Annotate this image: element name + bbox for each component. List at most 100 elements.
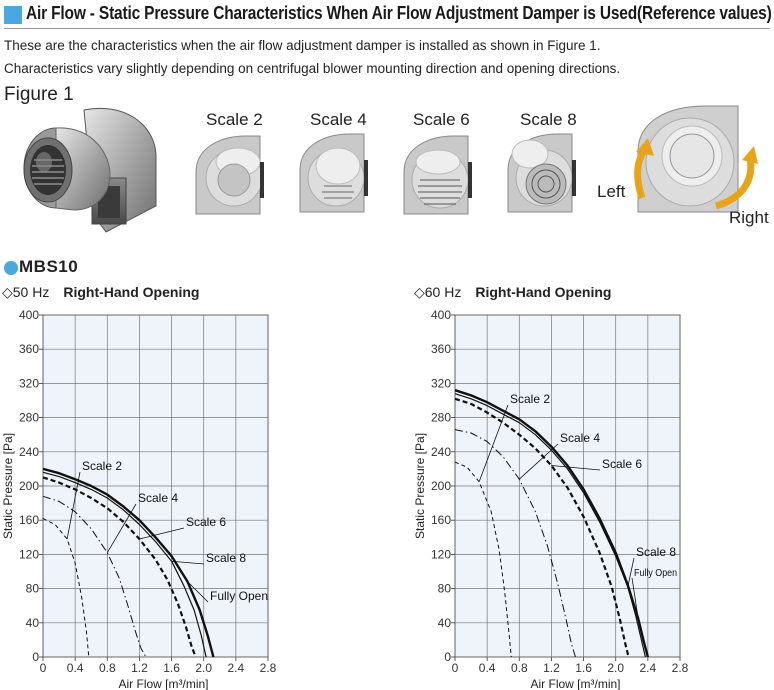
right-label: Right (729, 208, 769, 227)
annotation-leader (171, 560, 205, 565)
series-line-scale-2 (454, 461, 512, 658)
y-tick-label: 240 (431, 445, 451, 459)
annotation-label: Scale 6 (186, 515, 226, 529)
chart-50hz-heading: ◇50 Hz Right-Hand Opening (2, 284, 199, 301)
chart-60hz: 0 0.4 0.8 1.2 1.6 2.0 2.4 2.8 0 40 80 120 160 200 240 2… (413, 308, 689, 690)
x-tick-label: 1.2 (131, 661, 148, 675)
blower-illustration (23, 107, 157, 233)
damper-scale-2-illustration (195, 135, 264, 215)
annotation-leader (106, 503, 137, 553)
chart-50hz-title: ◇50 Hz (2, 284, 50, 300)
y-tick-label: 200 (431, 479, 451, 493)
x-tick-label: 1.6 (575, 661, 592, 675)
annotation-leader (478, 404, 509, 482)
y-axis-label: Static Pressure [Pa] (413, 433, 427, 539)
series-line-scale-8 (42, 471, 207, 658)
y-tick-label: 80 (438, 582, 452, 596)
model-bullet-icon (4, 261, 18, 275)
x-tick-label: 0.8 (511, 661, 528, 675)
y-tick-label: 280 (431, 411, 451, 425)
figure-label: Figure 1 (4, 84, 74, 105)
series-line-scale-2 (42, 518, 90, 658)
annotation-leader (139, 527, 185, 540)
annotation-label: Scale 8 (206, 551, 246, 565)
chart-50hz-subtitle: Right-Hand Opening (63, 284, 200, 300)
y-tick-label: 320 (19, 376, 39, 390)
damper-scale-8-illustration (507, 133, 576, 213)
y-axis-label: Static Pressure [Pa] (1, 433, 15, 539)
annotation-label: Scale 4 (560, 431, 600, 445)
header-accent-square (4, 6, 22, 24)
annotation-label: Scale 2 (510, 392, 550, 406)
x-tick-label: 0 (452, 661, 459, 675)
x-tick-label: 2.0 (607, 661, 624, 675)
header-underline (4, 28, 770, 29)
x-tick-label: 2.8 (260, 661, 277, 675)
x-tick-label: 2.4 (640, 661, 657, 675)
x-tick-label: 1.6 (163, 661, 180, 675)
opening-direction-illustration (634, 105, 758, 213)
annotation-leader (631, 577, 639, 619)
y-tick-label: 0 (32, 650, 39, 664)
series-line-fully-open (42, 467, 215, 658)
scale-6-label: Scale 6 (413, 110, 470, 129)
annotation-label: Fully Open (210, 589, 268, 603)
x-axis-label: Air Flow [m³/min] (119, 677, 209, 690)
scale-4-label: Scale 4 (310, 110, 367, 129)
series-line-scale-6 (454, 397, 630, 658)
page-title: Air Flow - Static Pressure Characteristi… (26, 3, 772, 23)
x-axis-label: Air Flow [m³/min] (531, 677, 621, 690)
y-tick-label: 400 (19, 308, 39, 322)
series-line-scale-8 (454, 393, 646, 658)
y-tick-label: 0 (444, 650, 451, 664)
annotation-label: Fully Open (634, 567, 677, 579)
annotation-label: Scale 2 (82, 459, 122, 473)
y-tick-label: 200 (19, 479, 39, 493)
chart-60hz-heading: ◇60 Hz Right-Hand Opening (414, 284, 611, 301)
x-tick-label: 0.4 (479, 661, 496, 675)
y-tick-label: 120 (431, 547, 451, 561)
y-tick-label: 160 (19, 513, 39, 527)
y-tick-label: 160 (431, 513, 451, 527)
annotation-leader (519, 443, 559, 480)
x-tick-label: 2.8 (672, 661, 689, 675)
description-line-1: These are the characteristics when the a… (4, 38, 601, 53)
chart-60hz-subtitle: Right-Hand Opening (475, 284, 612, 300)
y-tick-label: 360 (431, 342, 451, 356)
description-line-2: Characteristics vary slightly depending … (4, 61, 621, 76)
annotation-leader (551, 465, 601, 471)
x-tick-label: 1.2 (543, 661, 560, 675)
left-label: Left (597, 182, 626, 201)
section-header: Air Flow - Static Pressure Characteristi… (0, 0, 774, 30)
annotation-label: Scale 4 (138, 491, 178, 505)
y-tick-label: 40 (26, 616, 40, 630)
x-tick-label: 0 (40, 661, 47, 675)
y-tick-label: 240 (19, 445, 39, 459)
chart-60hz-title: ◇60 Hz (414, 284, 462, 300)
y-tick-label: 120 (19, 547, 39, 561)
series-line-scale-4 (454, 429, 576, 658)
x-tick-label: 2.4 (228, 661, 245, 675)
annotation-leader (627, 557, 635, 587)
annotation-leader (187, 581, 209, 603)
damper-scale-6-illustration (403, 135, 472, 215)
chart-50hz: 0 0.4 0.8 1.2 1.6 2.0 2.4 2.8 0 40 80 120 160 200 240 2… (1, 308, 277, 690)
scale-2-label: Scale 2 (206, 110, 263, 129)
scale-8-label: Scale 8 (520, 110, 577, 129)
damper-scale-4-illustration (299, 133, 368, 213)
annotation-label: Scale 6 (602, 457, 642, 471)
series-line-scale-6 (42, 476, 197, 658)
y-tick-label: 40 (438, 616, 452, 630)
x-tick-label: 0.8 (99, 661, 116, 675)
series-line-fully-open (454, 389, 650, 658)
y-tick-label: 320 (431, 376, 451, 390)
y-tick-label: 80 (26, 582, 40, 596)
annotation-label: Scale 8 (636, 545, 676, 559)
y-tick-label: 280 (19, 411, 39, 425)
annotation-leader (66, 471, 81, 540)
x-tick-label: 2.0 (195, 661, 212, 675)
model-name: MBS10 (19, 257, 79, 276)
x-tick-label: 0.4 (67, 661, 84, 675)
y-tick-label: 360 (19, 342, 39, 356)
y-tick-label: 400 (431, 308, 451, 322)
